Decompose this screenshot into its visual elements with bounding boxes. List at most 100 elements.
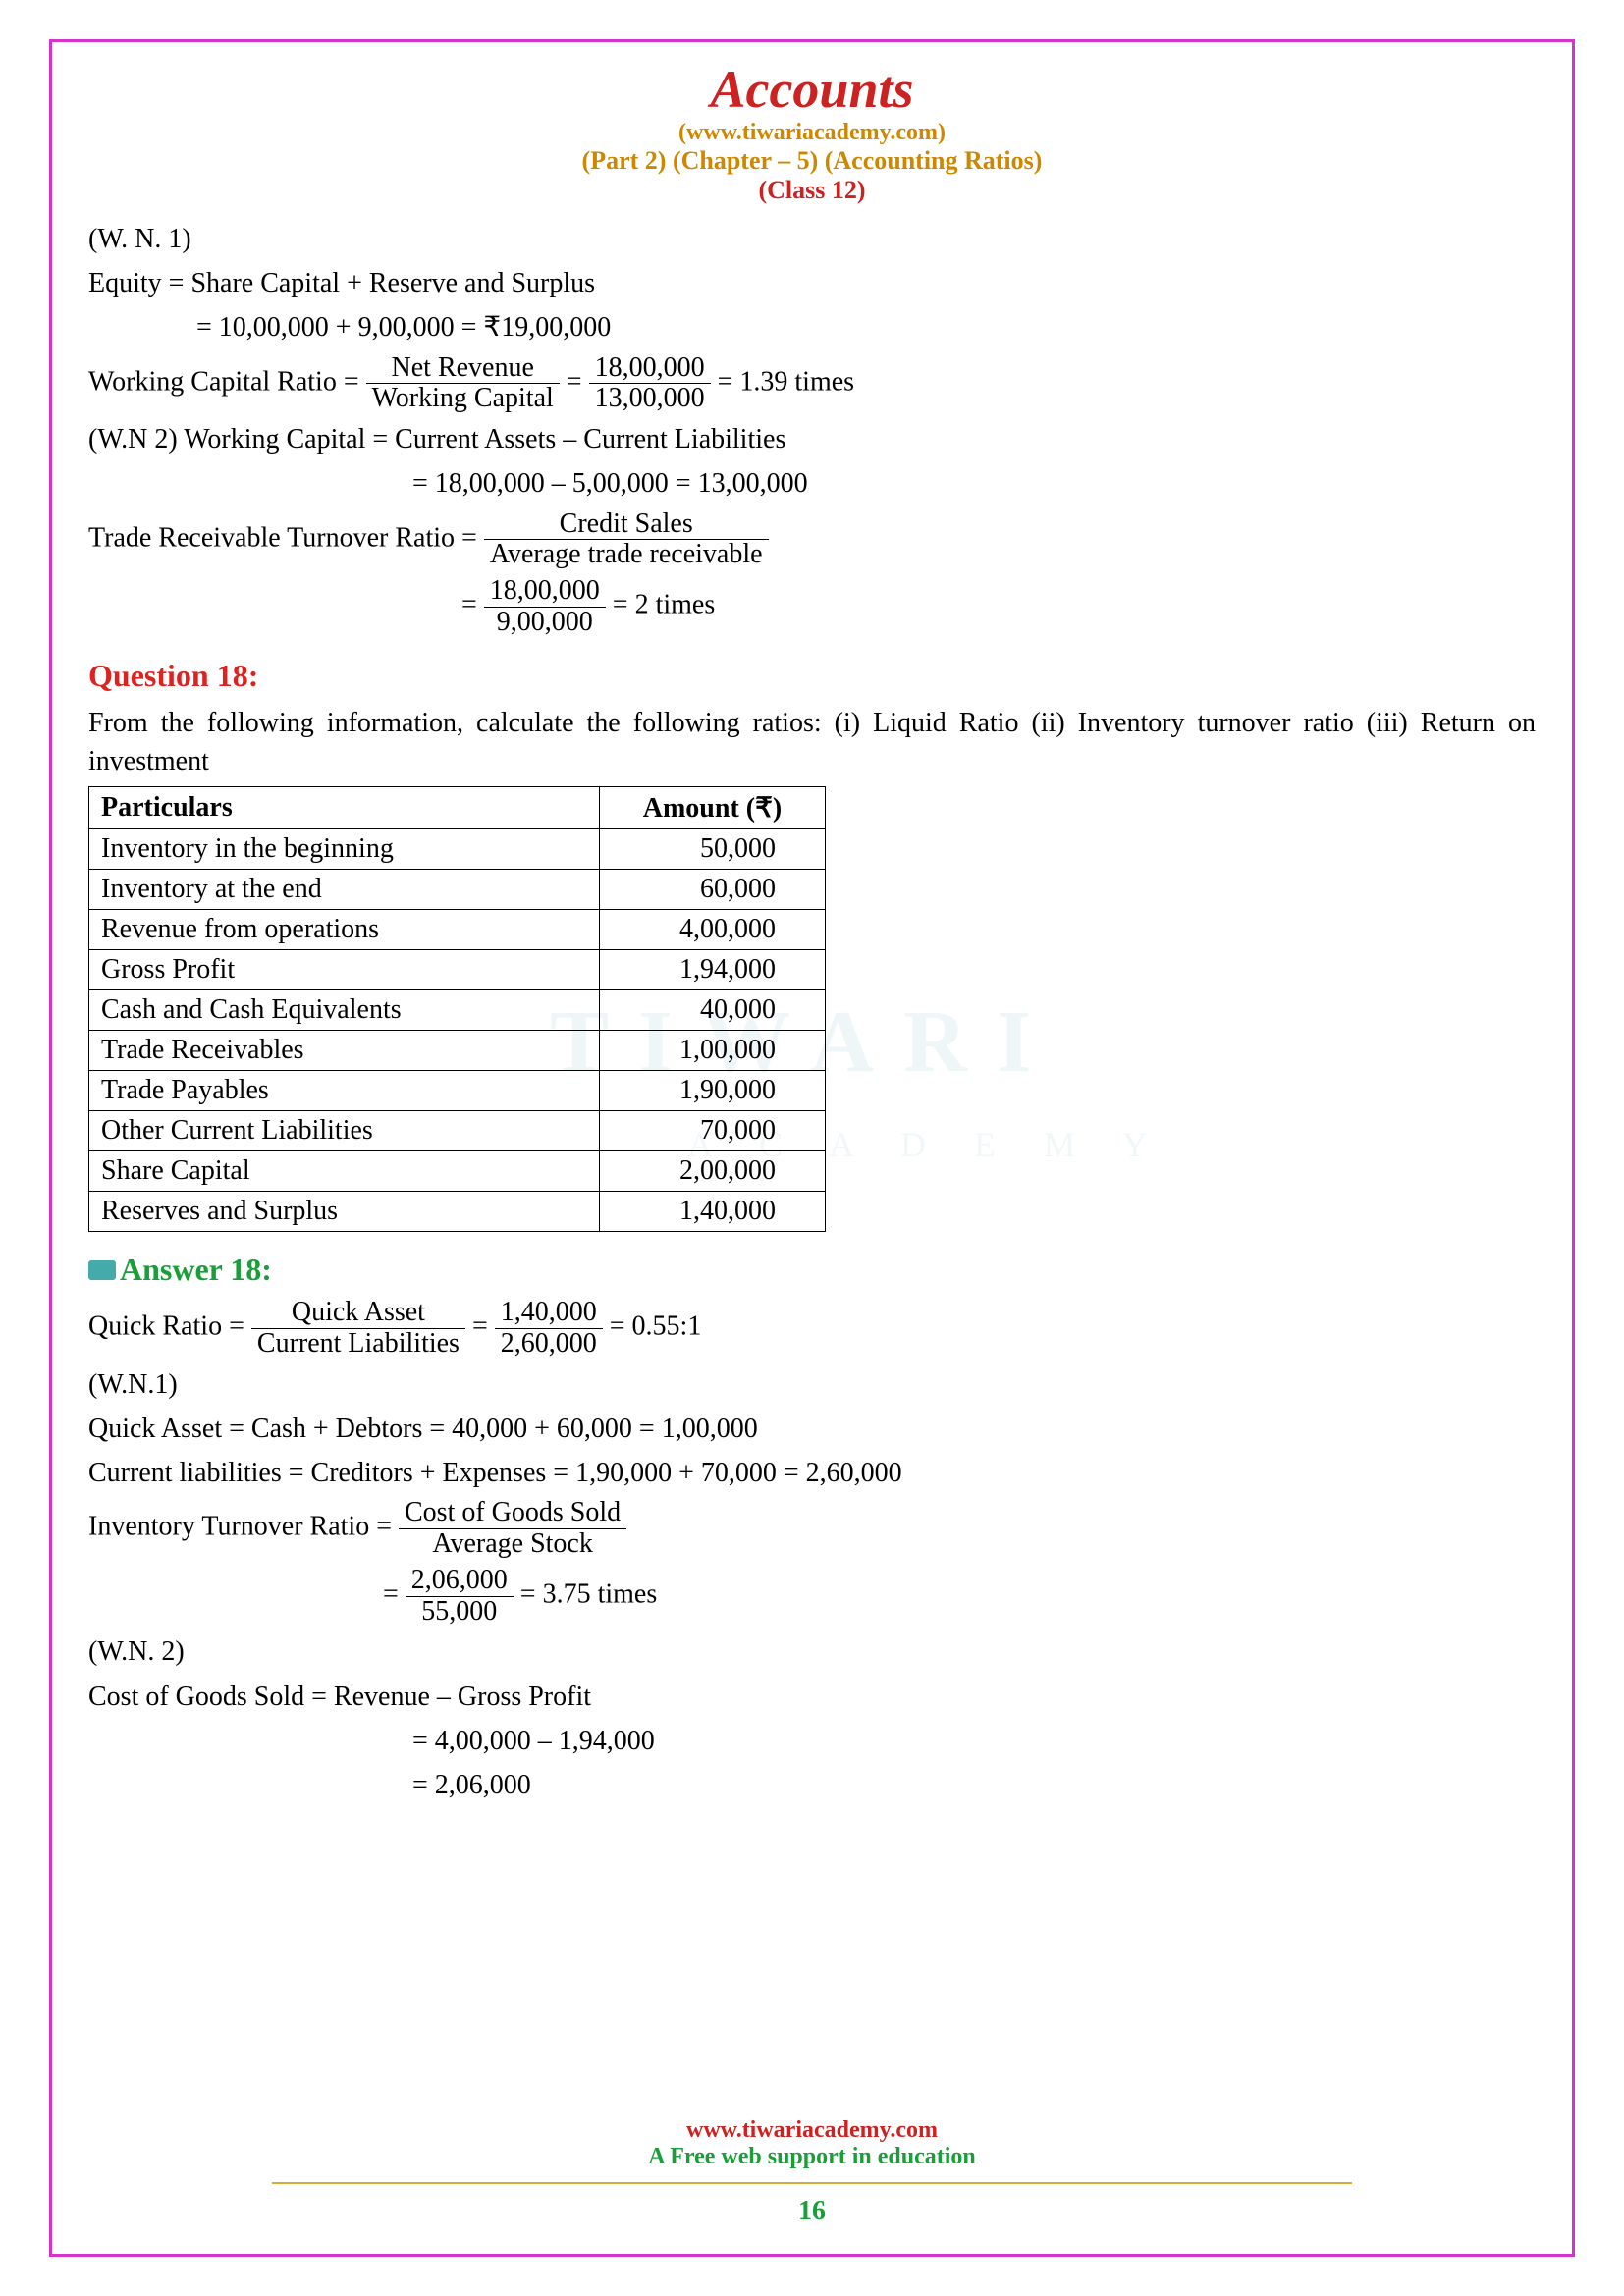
table-header-row: Particulars Amount (₹) <box>89 787 826 829</box>
itr-eq: = <box>383 1579 406 1610</box>
chapter-label: (Part 2) (Chapter – 5) (Accounting Ratio… <box>88 146 1536 176</box>
question-18-heading: Question 18: <box>88 658 1536 694</box>
table-row: Reserves and Surplus1,40,000 <box>89 1192 826 1232</box>
qr-frac1-den: Current Liabilities <box>251 1329 465 1360</box>
wn2-calc: = 18,00,000 – 5,00,000 = 13,00,000 <box>88 464 1536 503</box>
itr-line2: = 2,06,000 55,000 = 3.75 times <box>88 1566 1536 1628</box>
class-label: (Class 12) <box>88 176 1536 205</box>
answer-18-heading: Answer 18: <box>88 1252 1536 1288</box>
qr-result: = 0.55:1 <box>610 1311 702 1342</box>
logo-icon <box>88 1260 116 1280</box>
trr-line2: = 18,00,000 9,00,000 = 2 times <box>88 576 1536 638</box>
itr-frac2: 2,06,000 55,000 <box>406 1566 514 1628</box>
wcr-result: = 1.39 times <box>718 366 854 397</box>
trr-eq: = <box>461 590 484 620</box>
equity-formula: Equity = Share Capital + Reserve and Sur… <box>88 264 1536 302</box>
qr-line: Quick Ratio = Quick Asset Current Liabil… <box>88 1298 1536 1360</box>
wcr-frac2-den: 13,00,000 <box>589 384 711 414</box>
table-row: Cash and Cash Equivalents40,000 <box>89 990 826 1031</box>
qr-frac2-den: 2,60,000 <box>495 1329 603 1360</box>
qr-label: Quick Ratio = <box>88 1311 251 1342</box>
qa-line: Quick Asset = Cash + Debtors = 40,000 + … <box>88 1410 1536 1448</box>
table-row: Revenue from operations4,00,000 <box>89 910 826 950</box>
cell-amount: 1,40,000 <box>600 1192 826 1232</box>
cell-particulars: Reserves and Surplus <box>89 1192 600 1232</box>
cogs-calc1: = 4,00,000 – 1,94,000 <box>88 1722 1536 1760</box>
cell-amount: 1,90,000 <box>600 1071 826 1111</box>
page-title: Accounts <box>88 59 1536 120</box>
page-content: Accounts (www.tiwariacademy.com) (Part 2… <box>88 59 1536 1810</box>
cell-particulars: Inventory at the end <box>89 870 600 910</box>
qr-frac1-num: Quick Asset <box>251 1298 465 1329</box>
wn1-label: (W. N. 1) <box>88 220 1536 258</box>
th-amount: Amount (₹) <box>600 787 826 829</box>
trr-frac1-num: Credit Sales <box>484 509 769 541</box>
cell-amount: 1,00,000 <box>600 1031 826 1071</box>
table-row: Trade Payables1,90,000 <box>89 1071 826 1111</box>
wcr-frac2-num: 18,00,000 <box>589 353 711 385</box>
qr-frac1: Quick Asset Current Liabilities <box>251 1298 465 1360</box>
cell-particulars: Other Current Liabilities <box>89 1111 600 1151</box>
cl-line: Current liabilities = Creditors + Expens… <box>88 1454 1536 1492</box>
trr-frac1: Credit Sales Average trade receivable <box>484 509 769 571</box>
trr-result: = 2 times <box>613 590 715 620</box>
table-row: Trade Receivables1,00,000 <box>89 1031 826 1071</box>
itr-frac1-den: Average Stock <box>399 1529 626 1560</box>
wcr-frac2: 18,00,000 13,00,000 <box>589 353 711 415</box>
qr-eq: = <box>472 1311 495 1342</box>
page-number: 16 <box>0 2196 1624 2227</box>
qr-frac2-num: 1,40,000 <box>495 1298 603 1329</box>
qr-frac2: 1,40,000 2,60,000 <box>495 1298 603 1360</box>
footer: www.tiwariacademy.com A Free web support… <box>0 2117 1624 2227</box>
cell-amount: 70,000 <box>600 1111 826 1151</box>
trr-label: Trade Receivable Turnover Ratio = <box>88 522 484 553</box>
wcr-frac1-num: Net Revenue <box>366 353 560 385</box>
website-link: (www.tiwariacademy.com) <box>88 120 1536 146</box>
cell-amount: 2,00,000 <box>600 1151 826 1192</box>
table-row: Gross Profit1,94,000 <box>89 950 826 990</box>
table-row: Share Capital2,00,000 <box>89 1151 826 1192</box>
itr-result: = 3.75 times <box>520 1579 657 1610</box>
question-18-table: Particulars Amount (₹) Inventory in the … <box>88 786 826 1232</box>
trr-frac2-num: 18,00,000 <box>484 576 606 608</box>
itr-label: Inventory Turnover Ratio = <box>88 1512 399 1542</box>
cell-amount: 1,94,000 <box>600 950 826 990</box>
footer-divider <box>272 2182 1352 2184</box>
cell-particulars: Gross Profit <box>89 950 600 990</box>
ans-wn1: (W.N.1) <box>88 1365 1536 1404</box>
itr-frac2-num: 2,06,000 <box>406 1566 514 1597</box>
wcr-label: Working Capital Ratio = <box>88 366 366 397</box>
wcr-frac1: Net Revenue Working Capital <box>366 353 560 415</box>
itr-frac1-num: Cost of Goods Sold <box>399 1498 626 1529</box>
itr-frac1: Cost of Goods Sold Average Stock <box>399 1498 626 1560</box>
table-row: Inventory in the beginning50,000 <box>89 829 826 870</box>
cell-particulars: Share Capital <box>89 1151 600 1192</box>
cell-amount: 4,00,000 <box>600 910 826 950</box>
th-particulars: Particulars <box>89 787 600 829</box>
cell-amount: 60,000 <box>600 870 826 910</box>
table-row: Inventory at the end60,000 <box>89 870 826 910</box>
cell-particulars: Cash and Cash Equivalents <box>89 990 600 1031</box>
table-row: Other Current Liabilities70,000 <box>89 1111 826 1151</box>
header: Accounts (www.tiwariacademy.com) (Part 2… <box>88 59 1536 205</box>
trr-frac1-den: Average trade receivable <box>484 540 769 570</box>
equity-calc: = 10,00,000 + 9,00,000 = ₹19,00,000 <box>88 308 1536 347</box>
wcr-line: Working Capital Ratio = Net Revenue Work… <box>88 353 1536 415</box>
cogs-calc2: = 2,06,000 <box>88 1766 1536 1804</box>
question-18-text: From the following information, calculat… <box>88 704 1536 780</box>
footer-text: A Free web support in education <box>0 2144 1624 2170</box>
itr-frac2-den: 55,000 <box>406 1597 514 1628</box>
footer-link: www.tiwariacademy.com <box>0 2117 1624 2144</box>
wn2-line: (W.N 2) Working Capital = Current Assets… <box>88 420 1536 458</box>
trr-line: Trade Receivable Turnover Ratio = Credit… <box>88 509 1536 571</box>
trr-frac2-den: 9,00,000 <box>484 608 606 638</box>
cell-particulars: Trade Payables <box>89 1071 600 1111</box>
answer-18-text: Answer 18: <box>120 1252 272 1287</box>
cell-particulars: Trade Receivables <box>89 1031 600 1071</box>
cogs-formula: Cost of Goods Sold = Revenue – Gross Pro… <box>88 1678 1536 1716</box>
itr-line: Inventory Turnover Ratio = Cost of Goods… <box>88 1498 1536 1560</box>
cell-amount: 40,000 <box>600 990 826 1031</box>
cell-amount: 50,000 <box>600 829 826 870</box>
cell-particulars: Revenue from operations <box>89 910 600 950</box>
cell-particulars: Inventory in the beginning <box>89 829 600 870</box>
